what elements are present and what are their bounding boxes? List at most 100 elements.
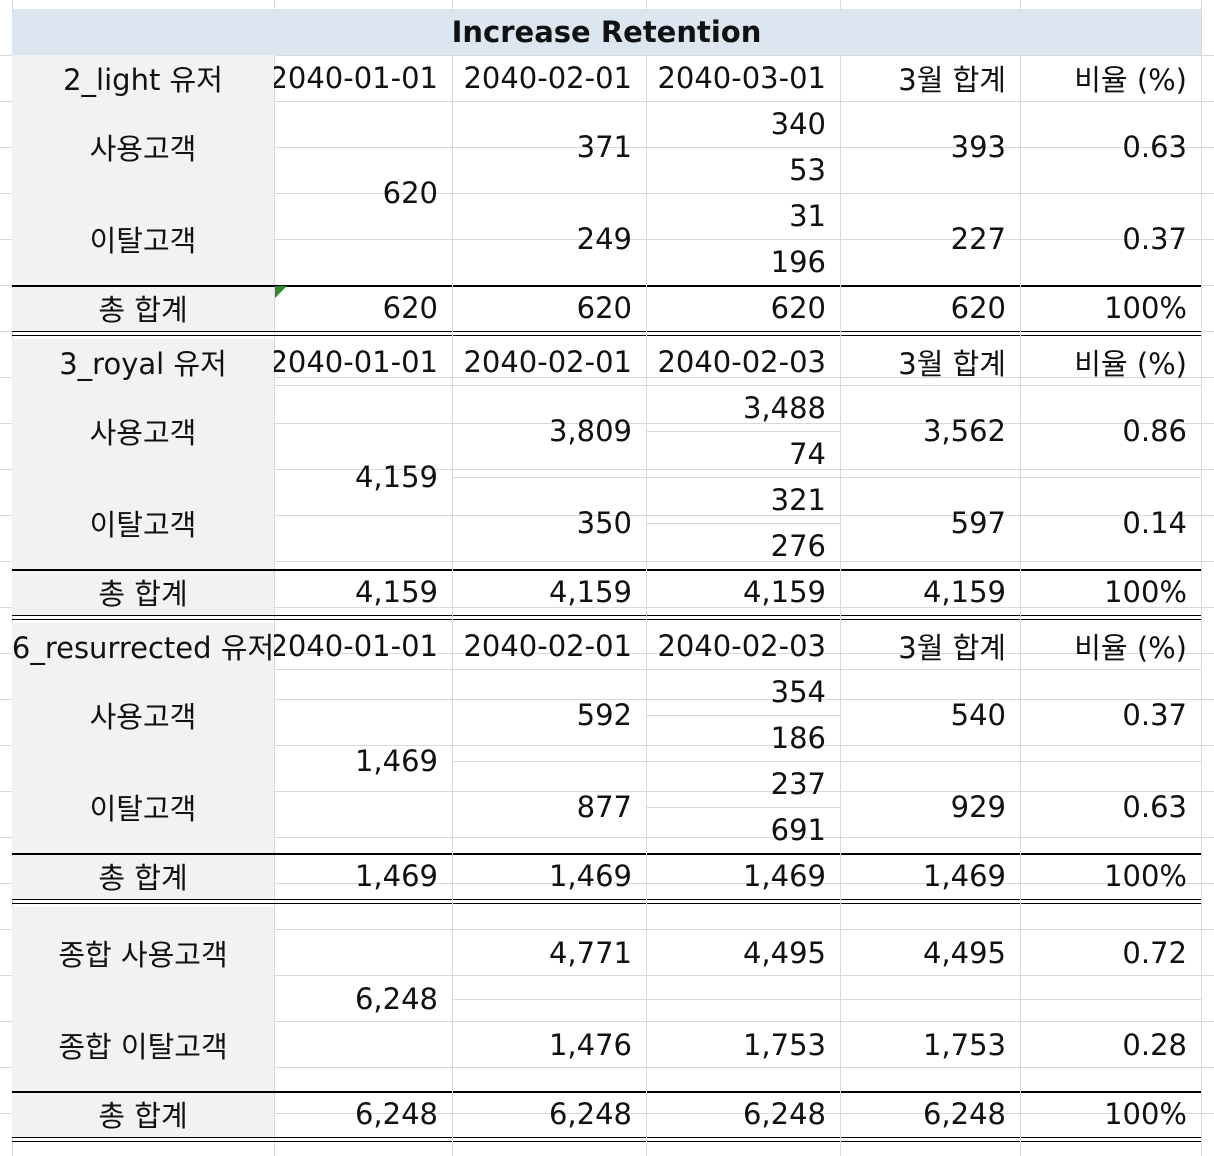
column-header[interactable]: 2040-02-03 xyxy=(657,345,826,379)
start-count[interactable]: 1,469 xyxy=(354,744,438,778)
row-label[interactable]: 사용고객 xyxy=(12,669,274,761)
column-header[interactable]: 2040-01-01 xyxy=(274,61,438,95)
mar-count[interactable]: 53 xyxy=(789,153,826,187)
total-value[interactable]: 100% xyxy=(1104,291,1187,325)
ratio-value[interactable]: 0.86 xyxy=(1122,414,1187,448)
sheet-gridline xyxy=(0,745,1214,746)
row-label[interactable]: 사용고객 xyxy=(12,101,274,193)
summary-value[interactable]: 1,476 xyxy=(548,1028,632,1062)
month-sum[interactable]: 540 xyxy=(950,698,1006,732)
row-label[interactable]: 이탈고객 xyxy=(12,193,274,285)
total-value[interactable]: 620 xyxy=(950,291,1006,325)
mar-count[interactable]: 354 xyxy=(770,675,826,709)
summary-value[interactable]: 1,753 xyxy=(922,1028,1006,1062)
total-label[interactable]: 총 합계 xyxy=(12,853,274,899)
month-sum[interactable]: 3,562 xyxy=(922,414,1006,448)
column-header[interactable]: 3월 합계 xyxy=(898,631,1006,665)
ratio-value[interactable]: 0.63 xyxy=(1122,130,1187,164)
column-header[interactable]: 2040-02-01 xyxy=(463,345,632,379)
total-value[interactable]: 1,469 xyxy=(742,859,826,893)
column-header[interactable]: 비율 (%) xyxy=(1074,631,1187,665)
summary-total-value[interactable]: 100% xyxy=(1104,1097,1187,1131)
cell-border xyxy=(1201,55,1202,1143)
feb-count[interactable]: 350 xyxy=(576,506,632,540)
total-value[interactable]: 4,159 xyxy=(742,575,826,609)
start-count[interactable]: 620 xyxy=(382,176,438,210)
total-value[interactable]: 4,159 xyxy=(548,575,632,609)
total-value[interactable]: 100% xyxy=(1104,859,1187,893)
column-header[interactable]: 2040-01-01 xyxy=(274,629,438,663)
month-sum[interactable]: 929 xyxy=(950,790,1006,824)
column-header[interactable]: 비율 (%) xyxy=(1074,347,1187,381)
summary-value[interactable]: 4,495 xyxy=(922,936,1006,970)
mar-count[interactable]: 196 xyxy=(770,245,826,279)
column-header[interactable]: 2040-03-01 xyxy=(657,61,826,95)
summary-total-value[interactable]: 6,248 xyxy=(548,1097,632,1131)
total-value[interactable]: 1,469 xyxy=(922,859,1006,893)
comment-marker-icon[interactable] xyxy=(275,286,287,298)
mar-count[interactable]: 237 xyxy=(770,767,826,801)
mar-count[interactable]: 74 xyxy=(789,437,826,471)
total-value[interactable]: 100% xyxy=(1104,575,1187,609)
mar-count[interactable]: 31 xyxy=(789,199,826,233)
total-label[interactable]: 총 합계 xyxy=(12,569,274,615)
summary-value[interactable]: 0.28 xyxy=(1122,1028,1187,1062)
column-header[interactable]: 3월 합계 xyxy=(898,63,1006,97)
feb-count[interactable]: 249 xyxy=(576,222,632,256)
section-label[interactable]: 6_resurrected 유저 xyxy=(12,623,274,669)
total-value[interactable]: 620 xyxy=(382,291,438,325)
start-count[interactable]: 4,159 xyxy=(354,460,438,494)
summary-total-value[interactable]: 6,248 xyxy=(354,1097,438,1131)
month-sum[interactable]: 227 xyxy=(950,222,1006,256)
column-header[interactable]: 비율 (%) xyxy=(1074,63,1187,97)
ratio-value[interactable]: 0.63 xyxy=(1122,790,1187,824)
total-label[interactable]: 총 합계 xyxy=(12,285,274,331)
feb-count[interactable]: 592 xyxy=(576,698,632,732)
mar-count[interactable]: 3,488 xyxy=(742,391,826,425)
mar-count[interactable]: 276 xyxy=(770,529,826,563)
ratio-value[interactable]: 0.14 xyxy=(1122,506,1187,540)
mar-count[interactable]: 186 xyxy=(770,721,826,755)
ratio-value[interactable]: 0.37 xyxy=(1122,698,1187,732)
summary-total-value[interactable]: 6,248 xyxy=(742,1097,826,1131)
ratio-value[interactable]: 0.37 xyxy=(1122,222,1187,256)
cell-border xyxy=(646,239,840,240)
total-value[interactable]: 620 xyxy=(576,291,632,325)
row-label[interactable]: 사용고객 xyxy=(12,385,274,477)
column-header[interactable]: 2040-02-01 xyxy=(463,61,632,95)
column-header[interactable]: 2040-01-01 xyxy=(274,345,438,379)
column-header[interactable]: 2040-02-01 xyxy=(463,629,632,663)
feb-count[interactable]: 371 xyxy=(576,130,632,164)
month-sum[interactable]: 393 xyxy=(950,130,1006,164)
feb-count[interactable]: 3,809 xyxy=(548,414,632,448)
month-sum[interactable]: 597 xyxy=(950,506,1006,540)
column-header[interactable]: 2040-02-03 xyxy=(657,629,826,663)
summary-value[interactable]: 1,753 xyxy=(742,1028,826,1062)
row-label[interactable]: 이탈고객 xyxy=(12,477,274,569)
total-value[interactable]: 4,159 xyxy=(922,575,1006,609)
table-title[interactable]: Increase Retention xyxy=(12,9,1201,55)
total-top-border xyxy=(12,1091,1201,1093)
mar-count[interactable]: 691 xyxy=(770,813,826,847)
feb-count[interactable]: 877 xyxy=(576,790,632,824)
total-value[interactable]: 1,469 xyxy=(548,859,632,893)
row-label[interactable]: 이탈고객 xyxy=(12,761,274,853)
summary-total-label[interactable]: 총 합계 xyxy=(12,1091,274,1137)
total-value[interactable]: 1,469 xyxy=(354,859,438,893)
total-value[interactable]: 4,159 xyxy=(354,575,438,609)
column-header[interactable]: 3월 합계 xyxy=(898,347,1006,381)
section-label[interactable]: 3_royal 유저 xyxy=(12,339,274,385)
summary-value[interactable]: 4,771 xyxy=(548,936,632,970)
total-value[interactable]: 620 xyxy=(770,291,826,325)
summary-start-count[interactable]: 6,248 xyxy=(354,982,438,1016)
mar-count[interactable]: 340 xyxy=(770,107,826,141)
sheet-gridline xyxy=(0,1021,1214,1022)
summary-value[interactable]: 4,495 xyxy=(742,936,826,970)
summary-row-label[interactable]: 종합 사용고객 xyxy=(12,907,274,999)
summary-value[interactable]: 0.72 xyxy=(1122,936,1187,970)
summary-total-value[interactable]: 6,248 xyxy=(922,1097,1006,1131)
summary-row-label[interactable]: 종합 이탈고객 xyxy=(12,999,274,1091)
section-label[interactable]: 2_light 유저 xyxy=(12,55,274,101)
mar-count[interactable]: 321 xyxy=(770,483,826,517)
